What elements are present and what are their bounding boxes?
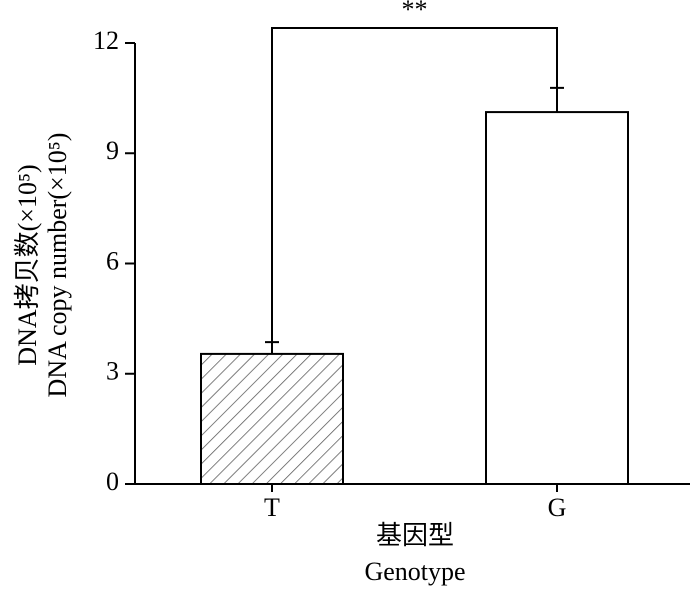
x-tick-label: T	[264, 493, 280, 522]
y-tick-label: 9	[106, 136, 119, 165]
y-tick-label: 12	[93, 26, 119, 55]
y-axis-label: DNA拷贝数(×10⁵)	[13, 164, 42, 365]
y-tick-label: 3	[106, 357, 119, 386]
x-axis-label: Genotype	[364, 557, 465, 586]
significance-bracket	[271, 27, 558, 343]
x-tick-label: G	[548, 493, 567, 522]
y-axis-label: DNA copy number(×10⁵)	[43, 133, 72, 398]
error-bar	[550, 86, 564, 113]
y-tick-label: 6	[106, 246, 119, 275]
error-bar	[265, 341, 279, 354]
significance-label: **	[402, 0, 428, 24]
bar	[200, 352, 344, 485]
x-axis-label: 基因型	[376, 521, 454, 550]
y-tick-label: 0	[106, 467, 119, 496]
bar	[485, 111, 629, 485]
